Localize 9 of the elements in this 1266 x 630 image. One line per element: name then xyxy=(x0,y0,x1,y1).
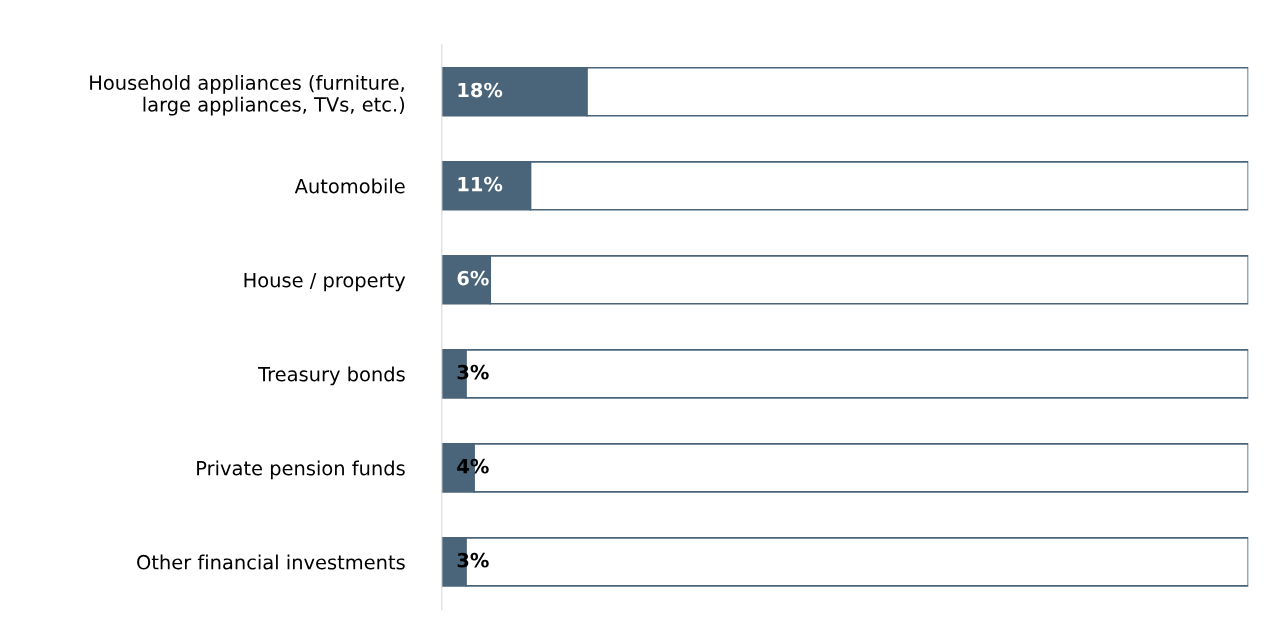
y-tick-label: Other financial investments xyxy=(137,554,405,570)
data-label: 18% xyxy=(458,82,503,98)
y-tick-label: House / property xyxy=(244,273,406,292)
y-tick-label: Treasury bonds xyxy=(258,366,405,386)
y-tick-label: Household appliances (furniture, large appliances, TVs, etc.) xyxy=(90,74,405,116)
data-label: 11% xyxy=(458,176,503,192)
y-tick-label: Private pension funds xyxy=(197,460,405,480)
y-tick-label: Automobile xyxy=(294,178,405,194)
data-label: 6% xyxy=(457,270,489,286)
